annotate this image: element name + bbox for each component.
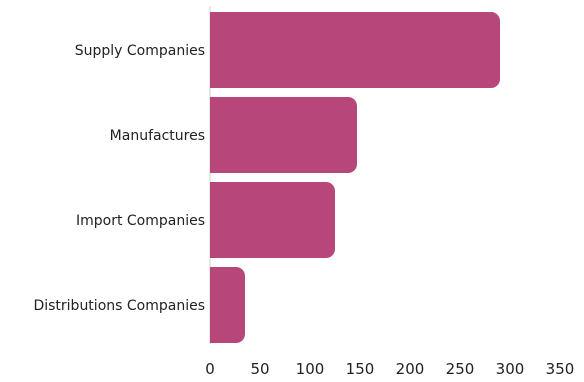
x-tick-label: 50 bbox=[250, 360, 269, 378]
bar bbox=[210, 267, 245, 343]
bar bbox=[210, 12, 500, 88]
x-tick-label: 100 bbox=[296, 360, 325, 378]
bar-left-edge bbox=[210, 182, 220, 258]
bar-shape bbox=[210, 182, 335, 258]
bar-shape bbox=[210, 12, 500, 88]
bar bbox=[210, 97, 357, 173]
bar-left-edge bbox=[210, 267, 220, 343]
x-axis-ticks: 0 50 100 150 200 250 300 350 bbox=[205, 360, 574, 378]
x-tick-label: 200 bbox=[396, 360, 425, 378]
x-tick-label: 250 bbox=[446, 360, 475, 378]
bars-group bbox=[210, 12, 500, 343]
bar-left-edge bbox=[210, 12, 220, 88]
bar bbox=[210, 182, 335, 258]
category-label: Distributions Companies bbox=[33, 298, 205, 314]
category-labels: Supply Companies Manufactures Import Compa… bbox=[33, 43, 205, 314]
category-label: Supply Companies bbox=[75, 43, 205, 59]
bar-shape bbox=[210, 97, 357, 173]
category-label: Manufactures bbox=[110, 128, 205, 144]
bar-left-edge bbox=[210, 97, 220, 173]
x-tick-label: 300 bbox=[496, 360, 525, 378]
x-tick-label: 350 bbox=[546, 360, 575, 378]
category-label: Import Companies bbox=[76, 213, 205, 229]
x-tick-label: 150 bbox=[346, 360, 375, 378]
x-tick-label: 0 bbox=[205, 360, 215, 378]
